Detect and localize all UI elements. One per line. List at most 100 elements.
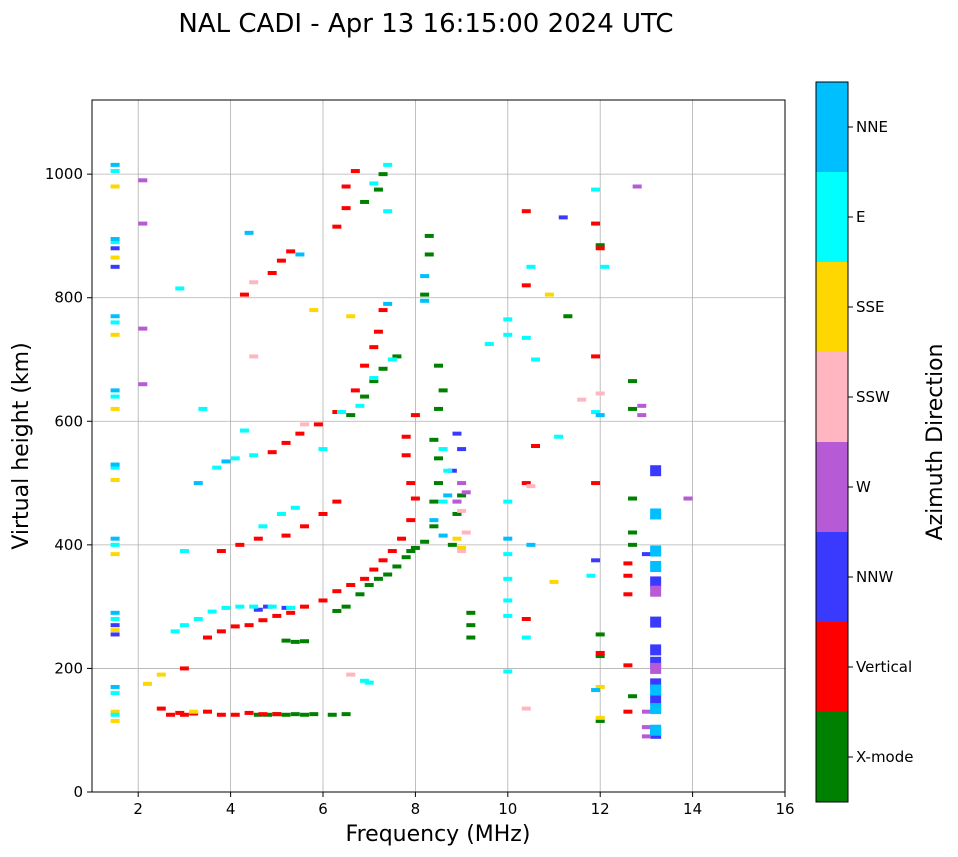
data-point-e — [230, 456, 240, 461]
data-point-ssw — [521, 706, 531, 711]
colorbar-tick-label: X-mode — [856, 748, 913, 766]
data-point-w — [138, 326, 148, 331]
data-point-vertical — [272, 613, 282, 618]
data-point-vertical — [244, 623, 254, 628]
x-axis-label: Frequency (MHz) — [346, 822, 531, 847]
data-point-e — [179, 549, 189, 554]
data-point-nnw — [281, 605, 291, 610]
data-point-w — [650, 662, 662, 674]
data-point-ssw — [300, 422, 310, 427]
data-point-vertical — [286, 610, 296, 615]
y-tick-label: 200 — [54, 659, 83, 677]
data-point-e — [179, 623, 189, 628]
data-point-ssw — [249, 354, 259, 359]
data-point-x-mode — [290, 639, 300, 644]
data-point-x-mode — [378, 172, 388, 177]
data-point-nne — [221, 459, 231, 464]
data-points — [110, 162, 693, 739]
data-point-x-mode — [434, 481, 443, 486]
data-point-sse — [544, 292, 554, 297]
data-point-vertical — [378, 558, 388, 563]
data-point-sse — [110, 628, 120, 633]
data-point-w — [637, 413, 647, 418]
data-point-sse — [110, 184, 120, 189]
data-point-vertical — [346, 583, 356, 588]
data-point-sse — [549, 579, 559, 584]
data-point-vertical — [350, 388, 360, 393]
data-point-nne — [110, 610, 120, 615]
data-point-vertical — [401, 453, 411, 458]
data-point-e — [221, 605, 231, 610]
data-point-e — [503, 332, 513, 337]
data-point-nne — [650, 684, 662, 696]
data-point-ssw — [526, 484, 536, 489]
colorbar-swatch-nnw — [816, 532, 848, 622]
data-point-e — [503, 613, 513, 618]
data-point-w — [138, 382, 148, 387]
data-point-e — [369, 181, 379, 186]
data-point-e — [318, 447, 328, 452]
data-point-x-mode — [429, 524, 439, 529]
data-point-e — [554, 434, 564, 439]
data-point-x-mode — [595, 243, 605, 248]
data-point-nnw — [650, 644, 662, 656]
data-point-vertical — [216, 712, 226, 717]
data-point-x-mode — [253, 712, 263, 717]
data-point-sse — [142, 681, 152, 686]
data-point-x-mode — [447, 542, 457, 547]
data-point-vertical — [332, 410, 342, 415]
colorbar-tick-label: E — [856, 208, 865, 226]
data-point-vertical — [378, 308, 388, 313]
data-point-e — [110, 320, 120, 325]
data-point-sse — [156, 672, 166, 677]
data-point-x-mode — [628, 496, 638, 501]
data-point-x-mode — [628, 694, 638, 699]
data-point-vertical — [166, 712, 176, 717]
data-point-vertical — [179, 712, 189, 717]
data-point-nne — [420, 298, 430, 303]
data-point-x-mode — [420, 292, 430, 297]
data-point-vertical — [387, 549, 397, 554]
data-point-x-mode — [373, 576, 383, 581]
data-point-e — [369, 376, 379, 381]
data-point-x-mode — [438, 388, 448, 393]
y-tick-label: 400 — [54, 536, 83, 554]
data-point-w — [632, 184, 642, 189]
data-point-nne — [595, 413, 605, 418]
data-point-e — [503, 317, 513, 322]
data-point-vertical — [623, 573, 633, 578]
data-point-e — [364, 680, 374, 685]
colorbar-tick-label: W — [856, 478, 871, 496]
data-point-e — [586, 573, 596, 578]
data-point-sse — [110, 552, 120, 557]
data-point-e — [110, 465, 120, 470]
data-point-nne — [438, 533, 448, 538]
data-point-vertical — [318, 598, 328, 603]
data-point-x-mode — [369, 379, 379, 384]
data-point-e — [110, 394, 120, 399]
data-point-e — [258, 524, 268, 529]
data-point-e — [591, 410, 601, 415]
data-point-x-mode — [332, 608, 342, 613]
data-point-vertical — [267, 271, 277, 275]
data-point-e — [503, 598, 513, 603]
data-point-x-mode — [466, 635, 476, 640]
colorbar-tick-label: NNE — [856, 118, 888, 136]
data-point-vertical — [341, 206, 351, 211]
data-point-e — [249, 453, 259, 458]
data-point-vertical — [276, 258, 286, 263]
data-point-x-mode — [424, 252, 434, 257]
data-point-e — [531, 357, 541, 362]
data-point-x-mode — [327, 712, 337, 717]
data-point-x-mode — [263, 712, 273, 717]
y-tick-label: 600 — [54, 412, 83, 430]
data-point-vertical — [591, 481, 601, 486]
data-point-vertical — [369, 567, 379, 572]
data-point-e — [383, 162, 393, 167]
data-point-w — [650, 585, 662, 597]
data-point-nne — [193, 481, 203, 486]
data-point-x-mode — [290, 712, 300, 717]
data-point-x-mode — [300, 712, 310, 717]
data-point-sse — [110, 709, 120, 714]
data-point-vertical — [230, 712, 240, 717]
